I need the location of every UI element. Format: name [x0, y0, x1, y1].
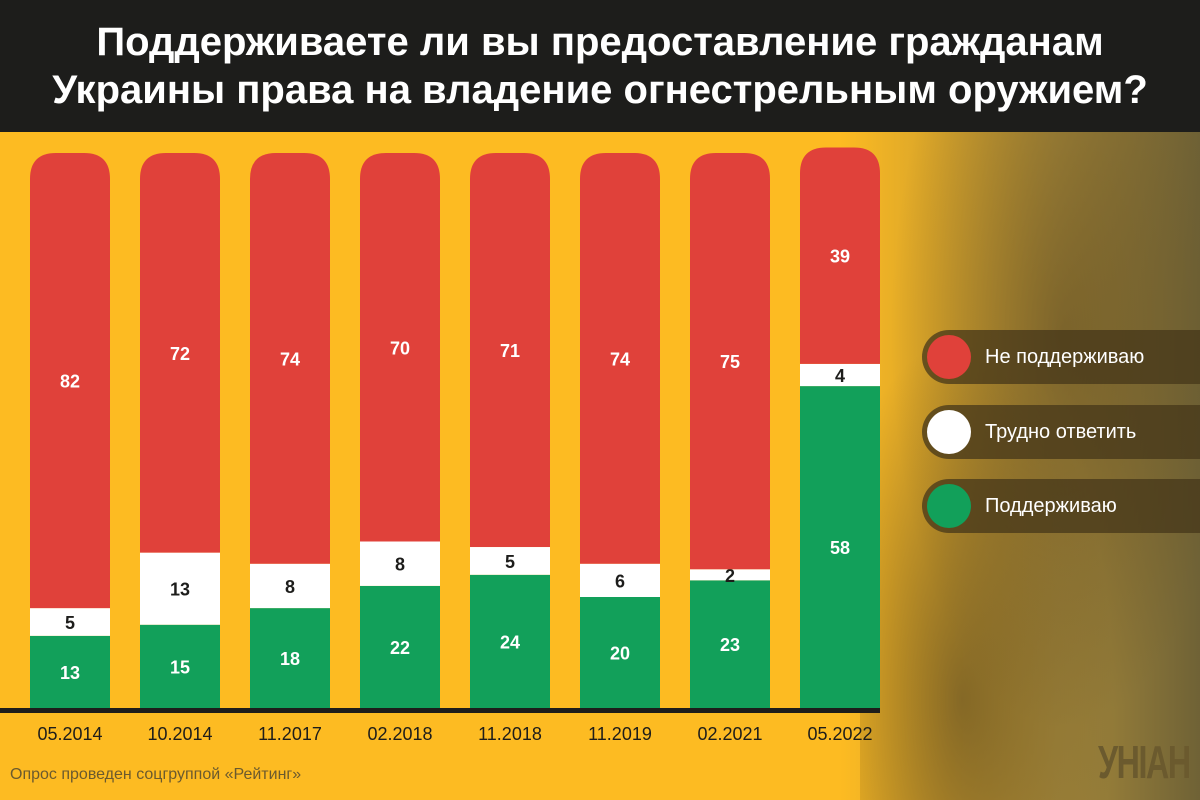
- x-tick-label: 02.2018: [367, 724, 432, 744]
- data-label: 70: [390, 338, 410, 358]
- legend-item-hard-to-say: Трудно ответить: [922, 405, 1200, 459]
- bar-segment: [580, 597, 660, 708]
- legend-item-support: Поддерживаю: [922, 479, 1200, 533]
- legend-swatch-red: [927, 335, 971, 379]
- bar-segment: [360, 585, 440, 708]
- data-label: 71: [500, 341, 520, 361]
- x-tick-label: 02.2021: [697, 724, 762, 744]
- legend-label: Трудно ответить: [985, 420, 1137, 443]
- bar-segment: [30, 635, 110, 708]
- data-label: 58: [830, 538, 850, 558]
- data-label: 2: [725, 566, 735, 586]
- x-tick-label: 05.2022: [807, 724, 872, 744]
- data-label: 5: [65, 613, 75, 633]
- data-label: 39: [830, 247, 850, 267]
- bar-segment: [800, 363, 880, 387]
- data-label: 6: [615, 571, 625, 591]
- title-line-2: Украины права на владение огнестрельным …: [52, 68, 1148, 112]
- bar-segment: [250, 563, 330, 609]
- legend-label: Поддерживаю: [985, 494, 1117, 517]
- bar-segment: [360, 153, 440, 542]
- data-label: 74: [280, 349, 300, 369]
- data-label: 72: [170, 344, 190, 364]
- bar-segment: [470, 574, 550, 708]
- legend-swatch-white: [927, 410, 971, 454]
- data-label: 5: [505, 552, 515, 572]
- data-label: 24: [500, 632, 520, 652]
- bar-segment: [470, 153, 550, 548]
- bar-segment: [140, 624, 220, 708]
- bar-segment: [360, 541, 440, 586]
- bar-segment: [580, 153, 660, 564]
- x-axis-line: [0, 708, 880, 713]
- source-note: Опрос проведен соцгруппой «Рейтинг»: [10, 766, 302, 783]
- legend-label: Не поддерживаю: [985, 345, 1145, 368]
- data-label: 23: [720, 635, 740, 655]
- x-tick-label: 11.2017: [258, 724, 322, 744]
- legend-swatch-green: [927, 484, 971, 528]
- title-line-1: Поддерживаете ли вы предоставление гражд…: [96, 20, 1104, 64]
- data-label: 22: [390, 638, 410, 658]
- bar-segment: [140, 552, 220, 625]
- data-label: 13: [60, 663, 80, 683]
- bar-segment: [250, 608, 330, 708]
- data-label: 8: [395, 555, 405, 575]
- x-tick-label: 11.2019: [588, 724, 652, 744]
- bar-segment: [250, 153, 330, 564]
- x-tick-label: 11.2018: [478, 724, 542, 744]
- bar-segment: [690, 569, 770, 581]
- bar-segment: [30, 153, 110, 609]
- data-label: 82: [60, 372, 80, 392]
- data-label: 74: [610, 349, 630, 369]
- data-label: 18: [280, 649, 300, 669]
- x-tick-label: 05.2014: [37, 724, 102, 744]
- bar-segment: [140, 153, 220, 553]
- x-tick-label: 10.2014: [147, 724, 212, 744]
- data-label: 15: [170, 657, 190, 677]
- bar-segment: [690, 153, 770, 570]
- data-label: 8: [285, 577, 295, 597]
- bar-segment: [470, 547, 550, 575]
- bar-segment: [580, 563, 660, 597]
- data-label: 75: [720, 352, 740, 372]
- background-photo: [860, 132, 1200, 800]
- data-label: 13: [170, 580, 190, 600]
- bar-segment: [800, 386, 880, 708]
- bar-segment: [800, 147, 880, 364]
- data-label: 20: [610, 644, 630, 664]
- bar-segment: [30, 608, 110, 636]
- bar-segment: [690, 580, 770, 708]
- data-label: 4: [835, 366, 845, 386]
- unian-logo: УНІАН: [1098, 736, 1191, 788]
- chart-title: Поддерживаете ли вы предоставление гражд…: [0, 0, 1200, 132]
- legend-item-not-support: Не поддерживаю: [922, 330, 1200, 384]
